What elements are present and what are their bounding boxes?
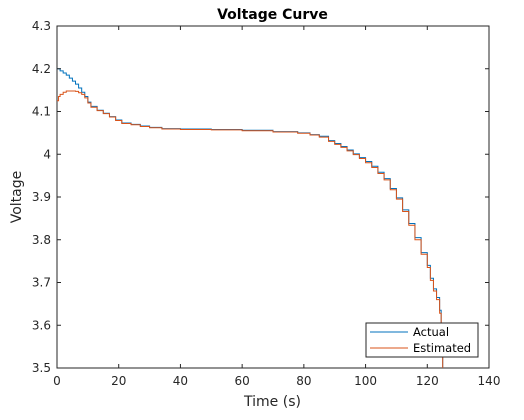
y-tick-label: 3.6 — [32, 318, 51, 332]
chart-title: Voltage Curve — [217, 7, 328, 23]
x-tick-label: 60 — [235, 374, 250, 388]
y-tick-label: 4.3 — [32, 19, 51, 33]
x-tick-label: 0 — [53, 374, 61, 388]
x-tick-label: 140 — [478, 374, 501, 388]
y-tick-label: 4.1 — [32, 105, 51, 119]
y-tick-label: 4.2 — [32, 62, 51, 76]
legend-label-actual: Actual — [413, 325, 449, 339]
y-tick-label: 4 — [43, 147, 51, 161]
x-tick-label: 80 — [296, 374, 311, 388]
y-tick-label: 3.7 — [32, 276, 51, 290]
legend-label-estimated: Estimated — [413, 341, 471, 355]
x-tick-label: 20 — [111, 374, 126, 388]
x-tick-label: 40 — [173, 374, 188, 388]
x-axis-label: Time (s) — [243, 394, 301, 410]
series-line-estimated — [57, 90, 444, 368]
y-axis-label: Voltage — [9, 171, 25, 224]
ticks-layer: 0 20 40 60 80 100 120 140 3.5 3.6 3.7 3.8 3.9 4 4.1 4.2… — [32, 19, 501, 388]
y-tick-label: 3.9 — [32, 190, 51, 204]
legend-box — [365, 322, 479, 358]
x-tick-label: 100 — [354, 374, 377, 388]
y-tick-label: 3.8 — [32, 233, 51, 247]
axes-box — [56, 25, 490, 369]
plot-area: 0 20 40 60 80 100 120 140 3.5 3.6 3.7 3.8 3.9 4 4.1 4.2… — [32, 19, 501, 388]
series-layer — [57, 68, 444, 368]
x-tick-label: 120 — [416, 374, 439, 388]
legend: Actual Estimated — [365, 322, 479, 358]
y-tick-label: 3.5 — [32, 361, 51, 375]
